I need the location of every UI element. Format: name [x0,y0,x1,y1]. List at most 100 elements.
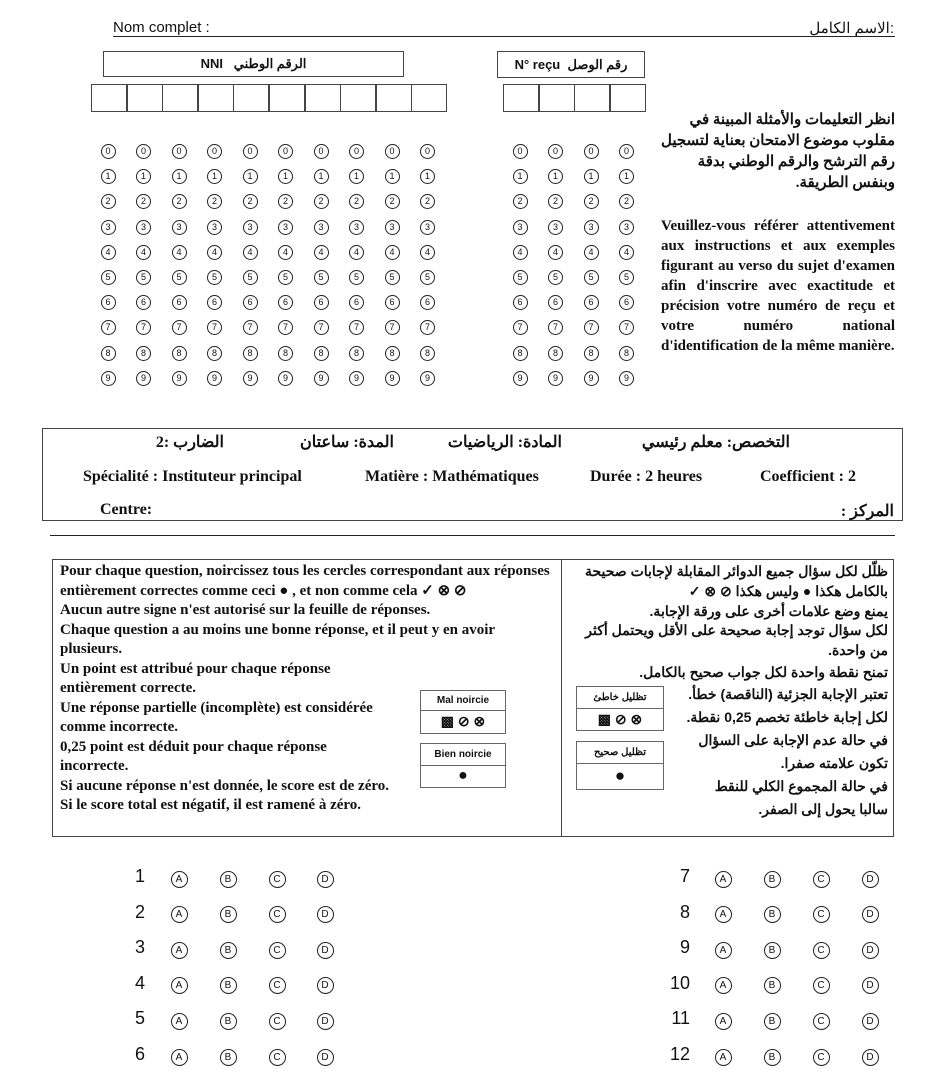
nni-bubble-9[interactable]: 9 [171,370,187,386]
receipt-bubble-2[interactable]: 2 [619,194,634,210]
answer-bubble-B[interactable]: B [763,870,781,888]
nni-bubble-7[interactable]: 7 [171,320,187,336]
answer-bubble-B[interactable]: B [763,1048,781,1066]
nni-bubble-9[interactable]: 9 [313,370,329,386]
nni-bubble-6[interactable]: 6 [420,295,435,311]
nni-bubble-7[interactable]: 7 [278,320,293,336]
receipt-bubble-9[interactable]: 9 [583,370,599,386]
receipt-bubble-4[interactable]: 4 [512,244,528,260]
nni-bubble-7[interactable]: 7 [384,320,400,336]
nni-bubble-8[interactable]: 8 [313,345,329,361]
receipt-bubble-9[interactable]: 9 [619,370,634,386]
receipt-bubble-8[interactable]: 8 [583,345,599,361]
answer-bubble-D[interactable]: D [861,906,879,924]
nni-bubble-7[interactable]: 7 [136,320,151,336]
nni-digit-box[interactable] [162,84,199,112]
nni-bubble-7[interactable]: 7 [242,320,258,336]
nni-bubble-2[interactable]: 2 [313,194,329,210]
nni-bubble-7[interactable]: 7 [349,320,364,336]
nni-bubble-8[interactable]: 8 [420,345,435,361]
nni-bubble-0[interactable]: 0 [278,144,293,159]
nni-bubble-3[interactable]: 3 [100,219,116,235]
receipt-bubble-2[interactable]: 2 [548,194,563,210]
answer-bubble-C[interactable]: C [268,977,286,995]
receipt-bubble-5[interactable]: 5 [583,270,599,285]
nni-bubble-6[interactable]: 6 [171,295,187,311]
receipt-bubble-3[interactable]: 3 [548,219,563,235]
nni-bubble-1[interactable]: 1 [242,169,258,185]
receipt-bubble-0[interactable]: 0 [548,144,563,159]
answer-bubble-D[interactable]: D [861,870,879,888]
nni-bubble-8[interactable]: 8 [136,345,151,361]
answer-bubble-A[interactable]: A [170,1048,188,1066]
nni-bubble-4[interactable]: 4 [100,244,116,260]
answer-bubble-A[interactable]: A [170,1012,188,1030]
nni-bubble-5[interactable]: 5 [349,270,364,285]
answer-bubble-C[interactable]: C [812,1012,830,1030]
nni-bubble-9[interactable]: 9 [278,370,293,386]
nni-bubble-5[interactable]: 5 [171,270,187,285]
nni-bubble-6[interactable]: 6 [349,295,364,311]
answer-bubble-C[interactable]: C [812,977,830,995]
nni-bubble-3[interactable]: 3 [349,219,364,235]
answer-bubble-D[interactable]: D [861,941,879,959]
nni-bubble-0[interactable]: 0 [136,144,151,159]
nni-bubble-9[interactable]: 9 [242,370,258,386]
nni-bubble-5[interactable]: 5 [242,270,258,285]
nni-bubble-8[interactable]: 8 [242,345,258,361]
nni-bubble-0[interactable]: 0 [420,144,435,159]
nni-bubble-4[interactable]: 4 [278,244,293,260]
receipt-bubble-0[interactable]: 0 [619,144,634,159]
receipt-bubble-5[interactable]: 5 [619,270,634,285]
receipt-bubble-7[interactable]: 7 [583,320,599,336]
nni-bubble-3[interactable]: 3 [242,219,258,235]
answer-bubble-A[interactable]: A [170,870,188,888]
answer-bubble-A[interactable]: A [170,977,188,995]
answer-bubble-A[interactable]: A [714,1012,732,1030]
answer-bubble-C[interactable]: C [268,941,286,959]
nni-bubble-4[interactable]: 4 [207,244,222,260]
answer-bubble-D[interactable]: D [316,870,334,888]
nni-bubble-4[interactable]: 4 [420,244,435,260]
receipt-bubble-7[interactable]: 7 [512,320,528,336]
nni-bubble-8[interactable]: 8 [384,345,400,361]
nni-digit-box[interactable] [375,84,412,112]
answer-bubble-B[interactable]: B [219,870,237,888]
receipt-bubble-1[interactable]: 1 [583,169,599,185]
receipt-bubble-5[interactable]: 5 [548,270,563,285]
nni-bubble-5[interactable]: 5 [384,270,400,285]
nni-bubble-1[interactable]: 1 [278,169,293,185]
receipt-bubble-3[interactable]: 3 [619,219,634,235]
receipt-bubble-6[interactable]: 6 [512,295,528,311]
nni-bubble-8[interactable]: 8 [278,345,293,361]
nni-bubble-6[interactable]: 6 [242,295,258,311]
receipt-bubble-1[interactable]: 1 [548,169,563,185]
answer-bubble-D[interactable]: D [316,941,334,959]
answer-bubble-D[interactable]: D [316,977,334,995]
nni-bubble-1[interactable]: 1 [349,169,364,185]
nni-bubble-2[interactable]: 2 [136,194,151,210]
nni-bubble-7[interactable]: 7 [313,320,329,336]
receipt-bubble-7[interactable]: 7 [548,320,563,336]
nni-bubble-3[interactable]: 3 [171,219,187,235]
nni-bubble-9[interactable]: 9 [384,370,400,386]
answer-bubble-B[interactable]: B [219,1012,237,1030]
answer-bubble-A[interactable]: A [170,906,188,924]
answer-bubble-C[interactable]: C [268,1012,286,1030]
receipt-bubble-6[interactable]: 6 [548,295,563,311]
answer-bubble-B[interactable]: B [763,906,781,924]
answer-bubble-D[interactable]: D [316,1048,334,1066]
receipt-bubble-7[interactable]: 7 [619,320,634,336]
nni-bubble-0[interactable]: 0 [313,144,329,159]
nni-bubble-2[interactable]: 2 [242,194,258,210]
name-field-line[interactable] [113,36,895,37]
nni-bubble-1[interactable]: 1 [100,169,116,185]
answer-bubble-A[interactable]: A [714,1048,732,1066]
receipt-bubble-8[interactable]: 8 [512,345,528,361]
nni-bubble-1[interactable]: 1 [313,169,329,185]
nni-bubble-7[interactable]: 7 [207,320,222,336]
answer-bubble-B[interactable]: B [763,1012,781,1030]
nni-bubble-1[interactable]: 1 [136,169,151,185]
answer-bubble-C[interactable]: C [812,870,830,888]
nni-bubble-8[interactable]: 8 [349,345,364,361]
